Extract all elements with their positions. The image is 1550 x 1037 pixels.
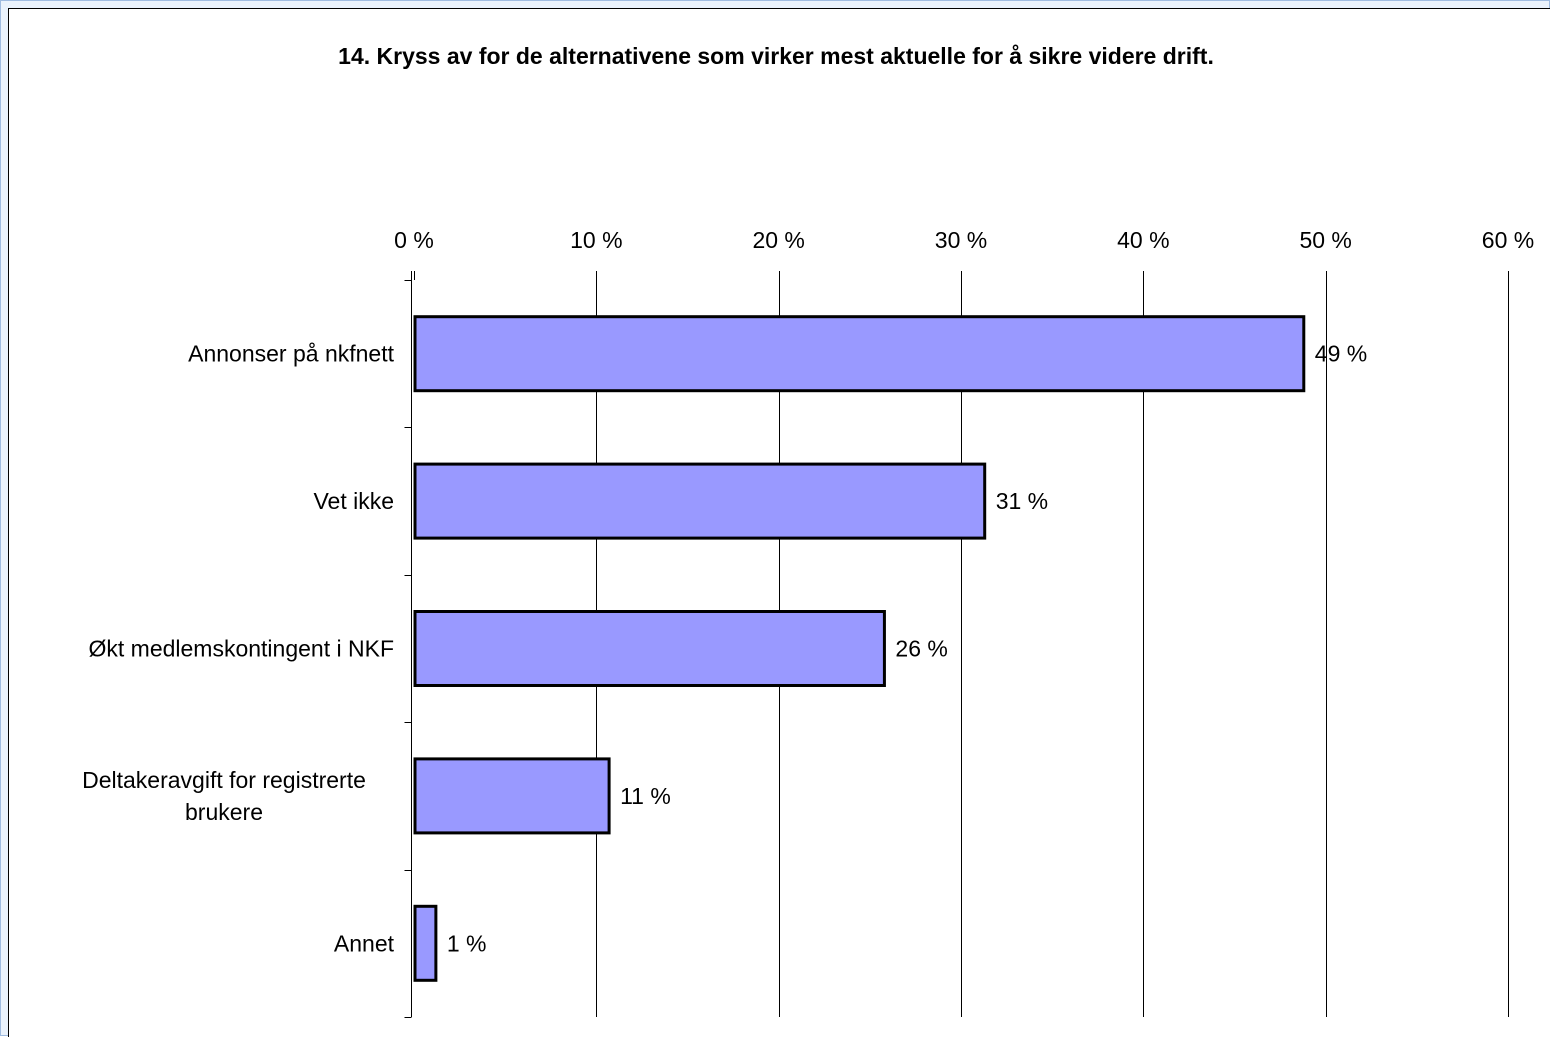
category-label: brukere: [185, 799, 263, 825]
x-tick-label: 40 %: [1117, 227, 1169, 253]
x-tick-label: 20 %: [752, 227, 804, 253]
category-label: Annet: [334, 930, 395, 956]
data-label: 31 %: [996, 488, 1048, 514]
data-label: 1 %: [447, 930, 487, 956]
data-label: 49 %: [1315, 341, 1367, 367]
data-label: 11 %: [620, 783, 671, 809]
bar: [413, 757, 611, 835]
bar: [413, 315, 1306, 393]
category-label: Deltakeravgift for registrerte: [82, 767, 366, 793]
bar: [413, 904, 438, 982]
x-tick-label: 30 %: [935, 227, 987, 253]
chart-title: 14. Kryss av for de alternativene som vi…: [338, 43, 1214, 69]
bar: [413, 610, 886, 687]
x-tick-label: 10 %: [570, 227, 622, 253]
category-label: Økt medlemskontingent i NKF: [88, 636, 394, 662]
bar: [413, 462, 987, 540]
category-label: Vet ikke: [313, 488, 394, 514]
category-label: Annonser på nkfnett: [188, 341, 394, 367]
data-label: 26 %: [895, 636, 947, 662]
x-tick-label: 50 %: [1299, 227, 1351, 253]
x-tick-label: 60 %: [1482, 227, 1534, 253]
x-tick-label: 0 %: [394, 227, 434, 253]
